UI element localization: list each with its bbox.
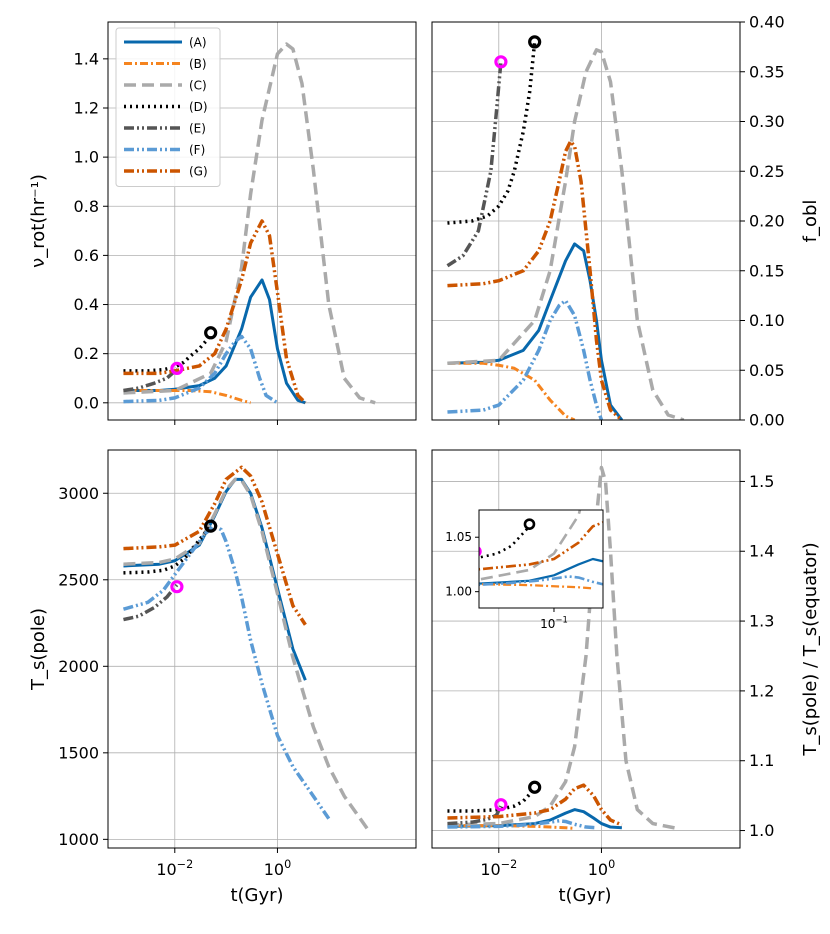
- y-axis-label: T_s(pole): [28, 608, 49, 691]
- y-tick-label: 1.1: [749, 751, 774, 770]
- y-tick-label: 0.8: [74, 197, 99, 216]
- series-line-c: [123, 42, 376, 405]
- magenta-marker: [170, 580, 184, 594]
- magenta-marker: [479, 546, 482, 557]
- series-line-b: [447, 824, 575, 830]
- y-tick-label: 2500: [58, 570, 99, 589]
- legend-label: (B): [189, 57, 207, 71]
- panel-bottom-left: 1000 1500 2000 2500 3000 10−2 100 T_s(pole): [28, 449, 417, 879]
- legend: (A) (B) (C) (D) (E) (F) (G): [115, 27, 221, 187]
- legend-label: (D): [189, 100, 208, 114]
- y-tick-label: 1500: [58, 743, 99, 762]
- y-tick-label: 1.5: [749, 472, 774, 491]
- black-marker: [204, 519, 218, 533]
- series-line-g: [447, 783, 623, 827]
- y-tick-label: 1.4: [749, 542, 774, 561]
- y-tick-label: 0.4: [74, 295, 99, 314]
- y-tick-label: 0.25: [749, 162, 785, 181]
- x-axis-label-left: t(Gyr): [230, 885, 283, 906]
- y-tick-label: 2000: [58, 657, 99, 676]
- y-tick-label: 1.2: [74, 98, 99, 117]
- magenta-marker: [494, 55, 508, 69]
- series-line-b: [479, 583, 593, 590]
- black-marker: [528, 35, 542, 49]
- inset-axes: 1.00 1.05 10−1: [391, 509, 604, 631]
- series-line-d: [447, 787, 536, 813]
- legend-label: (E): [189, 122, 206, 136]
- y-tick-label: 0.20: [749, 212, 785, 231]
- y-tick-label: 0.15: [749, 261, 785, 280]
- series-line-g: [447, 139, 624, 420]
- series-line-g: [123, 465, 307, 626]
- y-tick-label: 0.35: [749, 62, 785, 81]
- inset-y-tick-label: 1.00: [445, 585, 472, 599]
- series-line-e: [447, 805, 503, 826]
- x-axis-label-right: t(Gyr): [558, 885, 611, 906]
- inset-x-tick-label: 10−1: [540, 615, 568, 631]
- x-tick-label: 10−2: [480, 858, 517, 879]
- black-marker: [523, 518, 536, 530]
- series-line-e: [446, 61, 503, 268]
- magenta-marker: [494, 798, 508, 812]
- inset-y-tick-label: 1.05: [445, 530, 472, 544]
- panel-top-left: 0.0 0.2 0.4 0.6 0.8 1.0 1.2 1.4 ν_rot(hr⁻¹) (A) (B…: [28, 21, 417, 425]
- legend-label: (G): [189, 165, 208, 179]
- inset-background: [479, 510, 603, 608]
- y-axis-label: T_s(pole) / T_s(equator): [800, 542, 821, 756]
- y-tick-label: 0.30: [749, 112, 785, 131]
- inset-frame: [478, 509, 604, 609]
- x-tick-label: 100: [588, 858, 615, 879]
- y-tick-label: 1.2: [749, 681, 774, 700]
- y-tick-label: 1.3: [749, 612, 774, 631]
- series-line-f: [447, 298, 604, 420]
- y-tick-label: 0.05: [749, 361, 785, 380]
- y-tick-label: 0.0: [74, 393, 99, 412]
- y-tick-label: 1.4: [74, 49, 99, 68]
- series-line-d: [123, 333, 213, 373]
- series-line-c: [123, 477, 371, 832]
- legend-label: (C): [189, 79, 207, 93]
- x-tick-label: 100: [264, 858, 291, 879]
- axes-frame: [107, 449, 417, 849]
- series-line-f: [123, 334, 279, 405]
- x-tick-label: 10−2: [156, 858, 193, 879]
- series-line-g: [123, 219, 307, 405]
- series-line-f: [447, 819, 597, 830]
- legend-label: (A): [189, 36, 207, 50]
- series-line-g: [479, 521, 603, 571]
- y-tick-label: 0.40: [749, 13, 785, 32]
- y-tick-label: 0.10: [749, 311, 785, 330]
- legend-label: (F): [189, 143, 205, 157]
- series-line-c: [447, 48, 685, 420]
- y-tick-label: 1000: [58, 830, 99, 849]
- series-line-a: [447, 242, 624, 420]
- y-axis-label: f_obl: [800, 200, 821, 243]
- y-tick-label: 0.2: [74, 344, 99, 363]
- black-marker: [204, 326, 218, 340]
- series-line-b: [447, 361, 576, 420]
- series-line-f: [122, 524, 331, 820]
- y-tick-label: 0.6: [74, 246, 99, 265]
- series-line-d: [447, 41, 537, 225]
- axes-frame: [107, 21, 417, 421]
- y-axis-label: ν_rot(hr⁻¹): [28, 174, 49, 268]
- panel-top-right: 0.00 0.05 0.10 0.15 0.20 0.25 0.30 0.35 0.40 f_ob…: [431, 13, 821, 430]
- axes-frame: [431, 449, 741, 849]
- series-line-f: [479, 575, 603, 587]
- series-line-e: [391, 554, 476, 581]
- black-marker: [528, 780, 542, 794]
- magenta-marker: [170, 361, 184, 376]
- series-line-d: [123, 525, 213, 575]
- y-tick-label: 0.00: [749, 411, 785, 430]
- series-line-c: [479, 510, 582, 581]
- y-tick-label: 1.0: [749, 821, 774, 840]
- y-tick-label: 1.0: [74, 148, 99, 167]
- panel-bottom-right: 1.0 1.1 1.2 1.3 1.4 1.5 10−2 100 T_s(pole) / T_s…: [391, 449, 821, 879]
- y-tick-label: 3000: [58, 484, 99, 503]
